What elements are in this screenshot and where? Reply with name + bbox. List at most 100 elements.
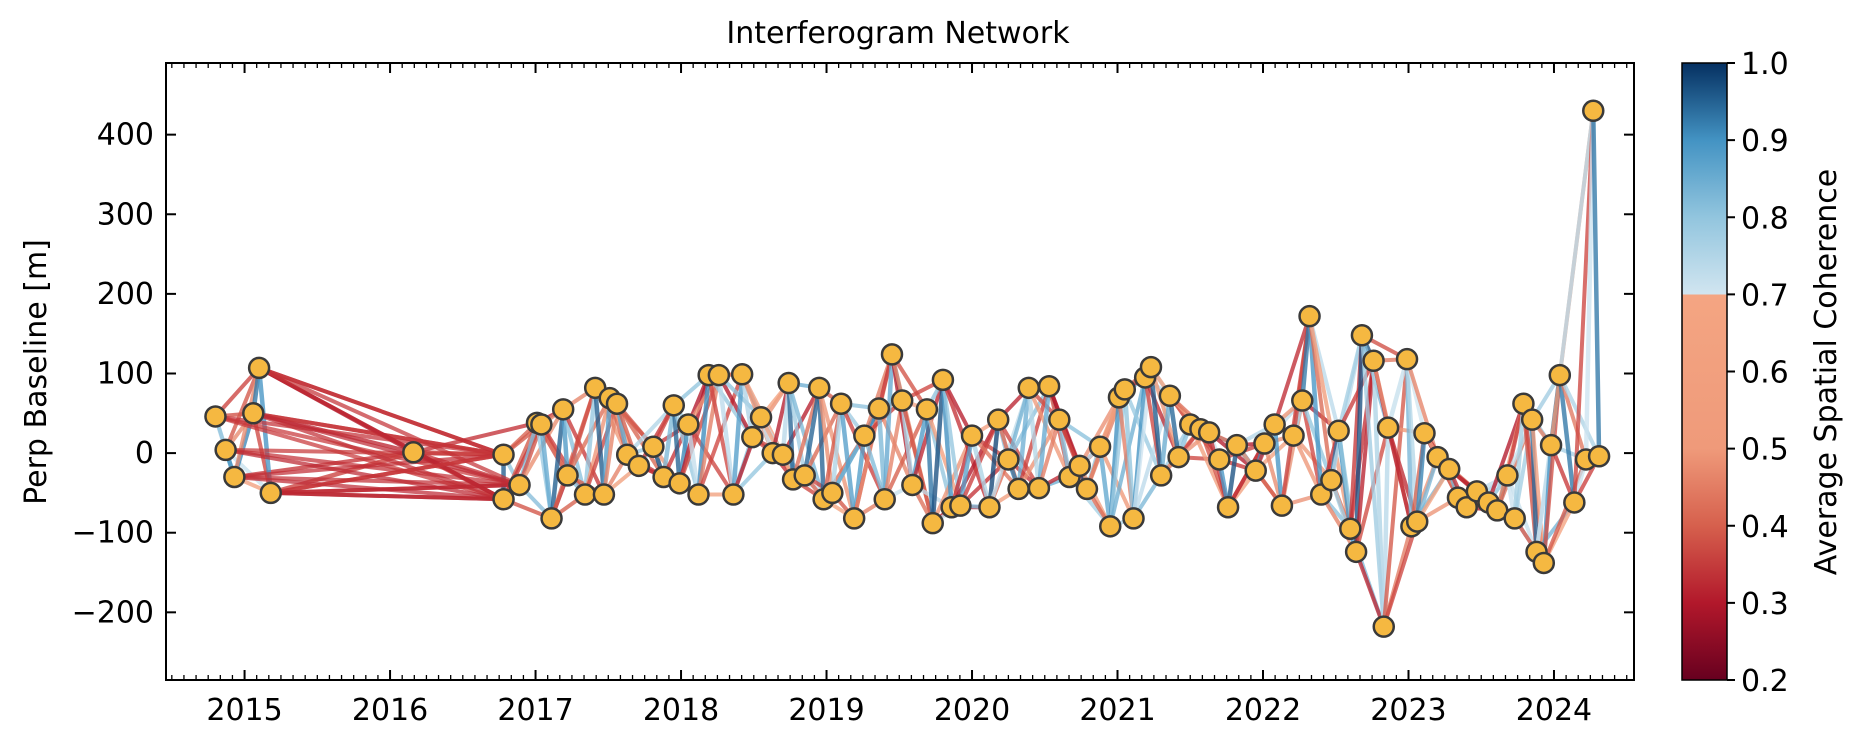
x-axis: 2015 2016 2017 2018 2019 2020 2021 2022 2023 2024 [171,63,1628,728]
interferogram-pair-line [561,407,606,497]
acquisition-marker [771,443,795,466]
acquisition-marker [1075,477,1099,501]
acquisition-marker [1027,476,1051,500]
acquisition-marker [808,376,831,400]
acquisition-marker [1149,464,1173,487]
acquisition-marker [1532,551,1556,575]
interferogram-pair-line [1557,373,1588,462]
acquisition-marker [662,394,686,417]
acquisition-marker [1582,99,1605,123]
acquisition-marker [687,483,710,506]
interferogram-pair-line [1541,457,1588,565]
acquisition-marker [853,424,876,447]
acquisition-marker [1376,416,1400,439]
interferogram-pair-line [223,365,262,452]
colorbar-tick-label: 0.3 [1741,587,1789,622]
acquisition-marker [642,435,665,458]
acquisition-marker [242,402,265,425]
interferogram-pair-line [1371,358,1387,629]
interferogram-pair-line [225,447,504,502]
acquisition-marker [1320,468,1343,492]
interferogram-pair-line [1026,385,1072,479]
interferogram-pair-line [686,422,701,497]
x-tick-label: 2018 [643,693,719,728]
acquisition-marker [492,443,515,466]
acquisition-marker [730,363,754,386]
acquisition-marker [1270,494,1294,517]
interferogram-pair-line [716,373,755,440]
acquisition-marker [1216,495,1240,519]
acquisition-marker [821,481,844,505]
x-tick-label: 2017 [497,693,573,728]
interferogram-pair-line [258,366,521,487]
acquisition-marker [1327,419,1350,443]
acquisition-marker [997,448,1020,471]
acquisition-marker [530,413,553,436]
acquisition-marker [777,371,800,395]
acquisition-marker [573,483,597,506]
acquisition-marker [247,356,271,380]
x-tick-label: 2015 [206,693,282,728]
acquisition-marker [978,495,1001,519]
acquisition-marker [1037,374,1061,398]
colorbar-tick-label: 0.9 [1741,124,1789,159]
interferogram-pair-line [549,407,566,521]
acquisition-marker [1503,507,1526,530]
acquisition-marker [707,363,731,387]
interferogram-pair-line [1385,356,1410,430]
interferogram-pair-line [958,433,975,508]
interferogram-pair-line [930,433,975,526]
acquisition-marker [1362,349,1385,373]
interferogram-pair-line [270,482,520,495]
colorbar-tick-label: 0.2 [1741,664,1789,699]
interferogram-pair-line [258,366,505,457]
acquisition-marker [829,392,853,415]
interferogram-pair-line [1016,385,1032,492]
acquisition-marker [1437,457,1461,481]
interferogram-pair-line [592,385,607,497]
interferogram-pair-line [882,352,895,502]
interferogram-pair-line [924,407,935,526]
interferogram-pair-line [1026,385,1042,491]
acquisition-marker [1017,376,1041,400]
interferogram-pair-line [1016,417,1062,491]
acquisition-marker [1122,507,1145,530]
interferogram-pair-line [716,372,736,497]
acquisition-marker [1088,435,1112,458]
interferogram-pair-line [1148,365,1181,460]
acquisition-marker [1007,477,1030,501]
interferogram-pair-line [1006,384,1052,462]
acquisition-marker [1167,445,1190,469]
acquisition-marker [1413,421,1436,445]
y-tick-label: 200 [97,277,154,312]
acquisition-marker [1350,324,1374,347]
acquisition-marker [1048,408,1071,431]
interferogram-pair-line [1414,430,1427,524]
interferogram-pair-line [817,385,835,495]
x-tick-label: 2023 [1370,693,1446,728]
interferogram-pair-line [786,381,826,502]
acquisition-marker [1208,448,1231,471]
acquisition-marker [1539,433,1563,457]
acquisition-marker [722,483,745,506]
interferogram-pair-line [1122,387,1136,521]
interferogram-pair-line [1354,549,1386,629]
acquisition-marker [890,389,914,412]
acquisition-marker [551,398,575,421]
acquisition-marker [556,464,579,487]
acquisition-marker [986,408,1010,431]
x-tick-label: 2021 [1079,693,1155,728]
acquisition-marker [1098,515,1122,538]
acquisition-marker [880,343,904,366]
acquisition-marker [867,397,891,420]
interferogram-pair-line [786,380,796,482]
acquisition-marker [214,438,237,462]
interferogram-pair-line [671,403,682,486]
acquisition-marker [1520,408,1544,431]
colorbar-tick-label: 0.6 [1741,356,1789,391]
acquisition-marker [915,398,939,421]
colorbar-ticks: 0.2 0.3 0.4 0.5 0.6 0.7 0.8 0.9 1.0 [1727,47,1789,699]
colorbar-tick-label: 0.7 [1741,278,1789,313]
acquisition-marker [793,464,816,487]
acquisition-marker [960,424,984,447]
